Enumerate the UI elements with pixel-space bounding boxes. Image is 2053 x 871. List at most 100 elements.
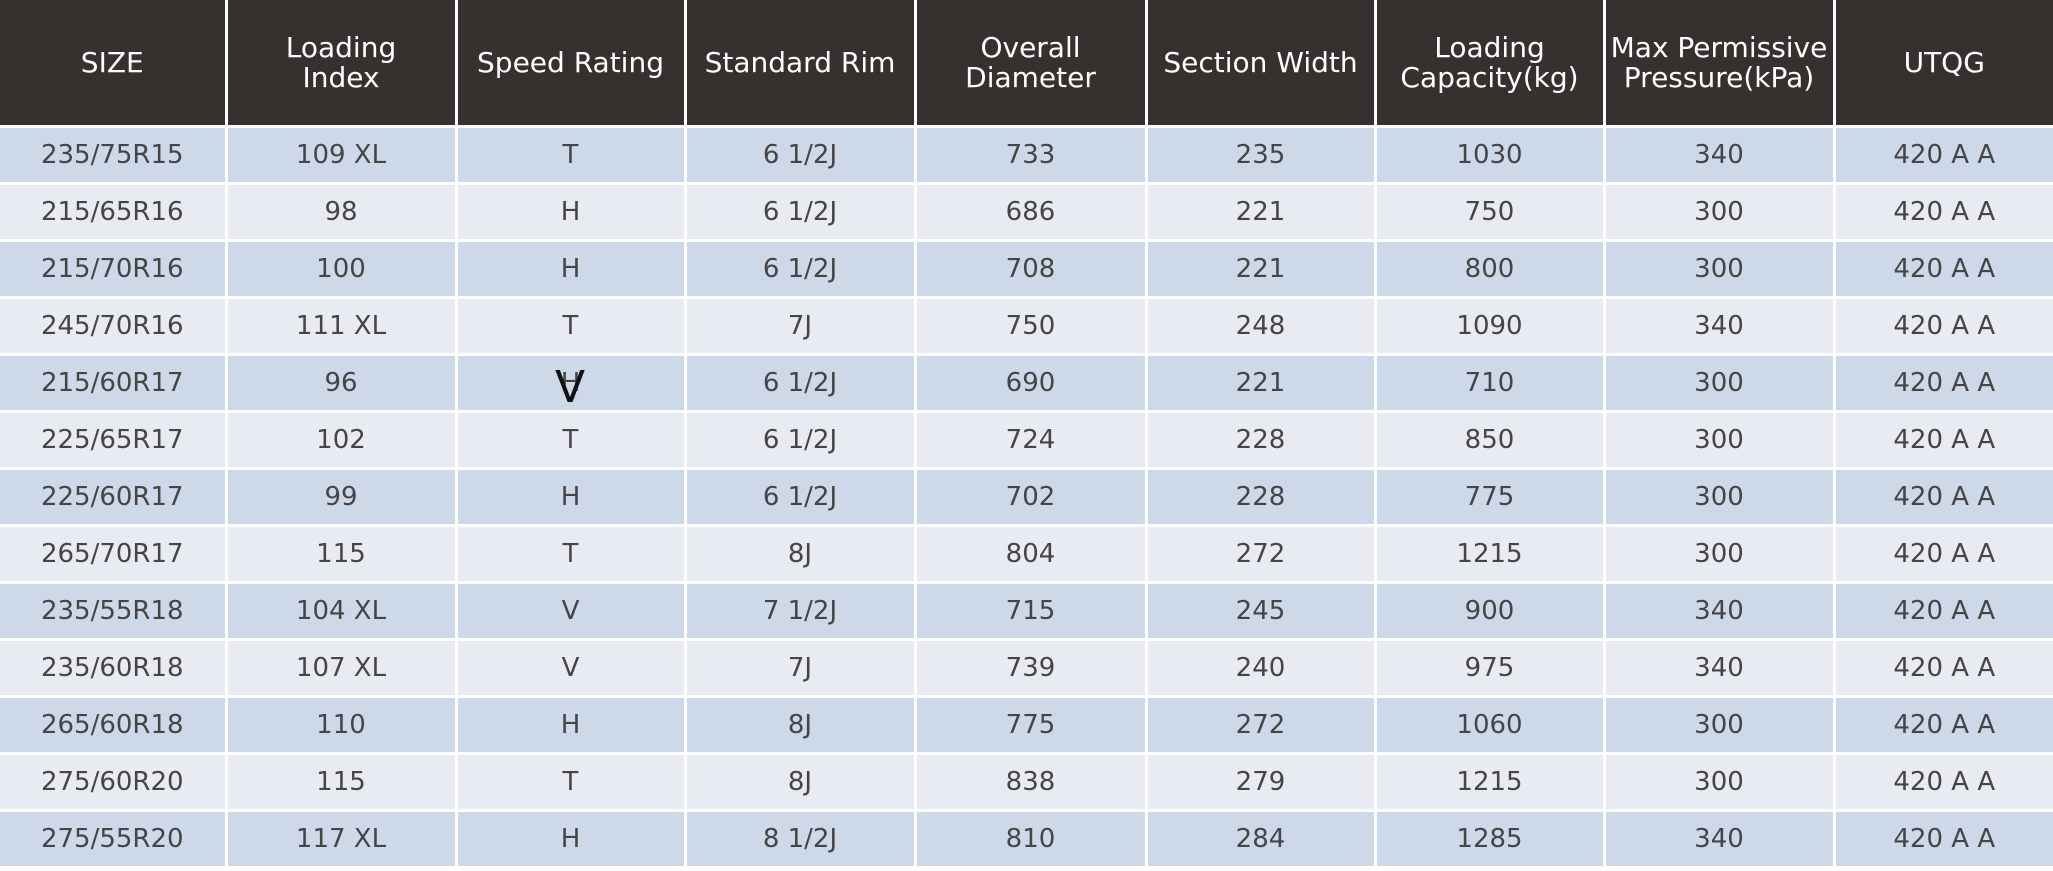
table-cell: 272 bbox=[1146, 695, 1377, 754]
table-cell: H bbox=[456, 353, 687, 412]
table-cell: 7J bbox=[685, 296, 917, 355]
table-cell: 221 bbox=[1146, 182, 1377, 241]
table-cell: 107 XL bbox=[226, 638, 458, 697]
table-cell: 340 bbox=[1604, 125, 1836, 184]
table-cell: 850 bbox=[1375, 410, 1606, 469]
table-cell: 690 bbox=[915, 353, 1148, 412]
table-cell: 6 1/2J bbox=[685, 467, 917, 526]
table-cell: 240 bbox=[1146, 638, 1377, 697]
table-cell: 800 bbox=[1375, 239, 1606, 298]
table-cell: 420 A A bbox=[1834, 695, 2053, 754]
table-cell: T bbox=[456, 524, 687, 583]
table-cell: 8J bbox=[685, 695, 917, 754]
header-cell: Loading Index bbox=[226, 0, 458, 127]
table-cell: 804 bbox=[915, 524, 1148, 583]
table-cell: V bbox=[456, 638, 687, 697]
table-cell: 7J bbox=[685, 638, 917, 697]
table-cell: 420 A A bbox=[1834, 410, 2053, 469]
table-row: 235/55R18 104 XL V 7 1/2J 715 245 900 340 420 A … bbox=[0, 581, 2053, 640]
table-cell: 1215 bbox=[1375, 524, 1606, 583]
table-cell: V bbox=[456, 581, 687, 640]
table-cell: 1215 bbox=[1375, 752, 1606, 811]
header-text: UTQG bbox=[1903, 45, 1985, 79]
table-cell: 420 A A bbox=[1834, 524, 2053, 583]
table-row: 235/75R15 109 XL T 6 1/2J 733 235 1030 340 420 A… bbox=[0, 125, 2053, 184]
table-cell: 300 bbox=[1604, 752, 1836, 811]
header-text: Index bbox=[302, 60, 380, 94]
table-cell: 1090 bbox=[1375, 296, 1606, 355]
table-cell: 117 XL bbox=[226, 809, 458, 866]
table-row: 275/55R20 117 XL H 8 1/2J 810 284 1285 340 420 A… bbox=[0, 809, 2053, 866]
table-cell: 104 XL bbox=[226, 581, 458, 640]
table-cell: 8J bbox=[685, 752, 917, 811]
table-cell: 6 1/2J bbox=[685, 353, 917, 412]
table-cell: 279 bbox=[1146, 752, 1377, 811]
header-text: Max Permissive bbox=[1610, 30, 1828, 64]
table-cell: 733 bbox=[915, 125, 1148, 184]
table-row: 215/70R16 100 H 6 1/2J 708 221 800 300 420 A A bbox=[0, 239, 2053, 298]
table-cell: 750 bbox=[1375, 182, 1606, 241]
table-row: 265/60R18 110 H 8J 775 272 1060 300 420 A A bbox=[0, 695, 2053, 754]
table-cell: 340 bbox=[1604, 581, 1836, 640]
table-row: 215/60R17 96 H 6 1/2J 690 221 710 300 420 A A bbox=[0, 353, 2053, 412]
header-text: Capacity(kg) bbox=[1400, 60, 1579, 94]
table-cell: T bbox=[456, 296, 687, 355]
table-cell: 248 bbox=[1146, 296, 1377, 355]
table-cell: 235/75R15 bbox=[0, 125, 228, 184]
header-cell: Overall Diameter bbox=[915, 0, 1148, 127]
table-cell: 215/60R17 bbox=[0, 353, 228, 412]
table-cell: 1285 bbox=[1375, 809, 1606, 866]
table-cell: H bbox=[456, 467, 687, 526]
table-cell: 300 bbox=[1604, 524, 1836, 583]
table-cell: 245/70R16 bbox=[0, 296, 228, 355]
table-cell: 7 1/2J bbox=[685, 581, 917, 640]
table-cell: T bbox=[456, 752, 687, 811]
table-cell: 6 1/2J bbox=[685, 182, 917, 241]
table-cell: H bbox=[456, 182, 687, 241]
table-cell: 420 A A bbox=[1834, 581, 2053, 640]
table-cell: 810 bbox=[915, 809, 1148, 866]
table-cell: 300 bbox=[1604, 353, 1836, 412]
table-body: 235/75R15 109 XL T 6 1/2J 733 235 1030 340 420 A… bbox=[0, 125, 2053, 866]
header-cell: SIZE bbox=[0, 0, 228, 127]
header-text: Pressure(kPa) bbox=[1623, 60, 1815, 94]
table-cell: 702 bbox=[915, 467, 1148, 526]
header-text: Loading bbox=[285, 30, 397, 64]
table-cell: 221 bbox=[1146, 353, 1377, 412]
table-cell: 900 bbox=[1375, 581, 1606, 640]
table-cell: 96 bbox=[226, 353, 458, 412]
table-cell: 111 XL bbox=[226, 296, 458, 355]
table-cell: 225/65R17 bbox=[0, 410, 228, 469]
table-row: 235/60R18 107 XL V 7J 739 240 975 340 420 A A bbox=[0, 638, 2053, 697]
header-cell: UTQG bbox=[1834, 0, 2053, 127]
table-cell: 115 bbox=[226, 752, 458, 811]
table-cell: 420 A A bbox=[1834, 752, 2053, 811]
table-cell: 420 A A bbox=[1834, 239, 2053, 298]
table-cell: 99 bbox=[226, 467, 458, 526]
table-cell: 975 bbox=[1375, 638, 1606, 697]
table-cell: 420 A A bbox=[1834, 296, 2053, 355]
table-cell: 300 bbox=[1604, 239, 1836, 298]
table-row: 225/65R17 102 T 6 1/2J 724 228 850 300 420 A A bbox=[0, 410, 2053, 469]
table-cell: 98 bbox=[226, 182, 458, 241]
header-cell: Speed Rating bbox=[456, 0, 687, 127]
table-cell: 235/55R18 bbox=[0, 581, 228, 640]
table-row: 215/65R16 98 H 6 1/2J 686 221 750 300 420 A A bbox=[0, 182, 2053, 241]
table-cell: 420 A A bbox=[1834, 638, 2053, 697]
header-text: SIZE bbox=[80, 45, 144, 79]
table-cell: 215/65R16 bbox=[0, 182, 228, 241]
table-cell: 340 bbox=[1604, 638, 1836, 697]
table-cell: 420 A A bbox=[1834, 809, 2053, 866]
table-cell: 300 bbox=[1604, 182, 1836, 241]
table-cell: 228 bbox=[1146, 467, 1377, 526]
table-cell: 284 bbox=[1146, 809, 1377, 866]
table-cell: 8 1/2J bbox=[685, 809, 917, 866]
table-row: 245/70R16 111 XL T 7J 750 248 1090 340 420 A A bbox=[0, 296, 2053, 355]
table-cell: 775 bbox=[915, 695, 1148, 754]
table-cell: T bbox=[456, 125, 687, 184]
table-cell: 708 bbox=[915, 239, 1148, 298]
header-text: Section Width bbox=[1163, 45, 1358, 79]
table-cell: T bbox=[456, 410, 687, 469]
